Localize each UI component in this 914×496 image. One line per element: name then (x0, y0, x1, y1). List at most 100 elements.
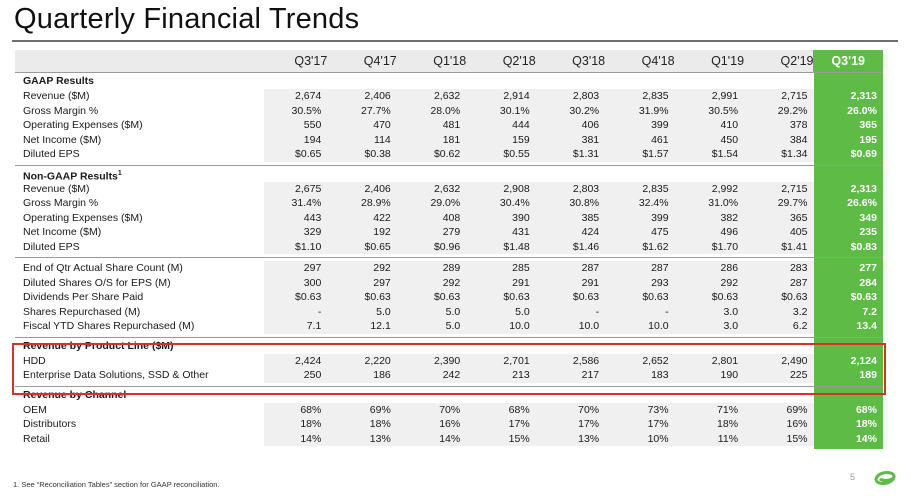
value-cell: 68% (257, 402, 328, 417)
value-cell: 289 (396, 261, 467, 276)
column-header: Q2'18 (502, 54, 536, 68)
value-cell: $1.70 (674, 239, 745, 254)
value-cell: 14% (396, 431, 467, 446)
value-cell: 287 (535, 261, 606, 276)
value-cell: 186 (327, 368, 397, 383)
row-label: Revenue ($M) (23, 182, 90, 195)
value-cell: 279 (396, 225, 467, 240)
value-cell: 283 (744, 261, 814, 276)
value-cell: 29.2% (744, 103, 814, 118)
row-label: Enterprise Data Solutions, SSD & Other (23, 369, 209, 381)
value-cell: $0.65 (257, 147, 328, 162)
value-cell: $0.63 (535, 290, 606, 305)
value-cell: 30.5% (257, 103, 328, 118)
value-cell: 329 (257, 225, 328, 240)
value-cell: 70% (396, 402, 467, 417)
value-cell: 12.1 (327, 319, 397, 334)
value-cell: 385 (535, 210, 606, 225)
value-cell: 410 (674, 118, 745, 133)
value-cell: 550 (257, 118, 328, 133)
section-heading-nongaap: Non-GAAP Results1 (15, 164, 883, 182)
value-cell: 475 (605, 225, 675, 240)
spacer-fill (15, 446, 814, 449)
column-header: Q4'17 (363, 54, 397, 68)
column-header: Q3'17 (294, 54, 328, 68)
value-cell: 10% (605, 431, 675, 446)
value-cell: $1.54 (674, 147, 745, 162)
table-row: Operating Expenses ($M) 550 470 481 444 406 39… (15, 118, 883, 133)
value-cell: 71% (674, 402, 745, 417)
spacer-fill (15, 334, 814, 337)
current-quarter-cell: 13.4 (813, 319, 883, 334)
value-cell: 30.8% (535, 196, 606, 211)
value-cell: 15% (466, 431, 536, 446)
value-cell: 29.0% (396, 196, 467, 211)
table-row: Net Income ($M) 194 114 181 159 381 461 450 384 1… (15, 132, 883, 147)
table-row: Shares Repurchased (M) -5.0 5.0 5.0- -3.0 3.2… (15, 304, 883, 319)
section-spacer (15, 333, 883, 337)
row-label: Diluted EPS (23, 240, 80, 253)
title-divider (12, 40, 898, 42)
row-label: Revenue ($M) (23, 90, 90, 102)
value-cell: 2,914 (466, 89, 536, 104)
table-row: Diluted EPS $0.65 $0.38 $0.62 $0.55 $1.31 $1.5… (15, 147, 883, 162)
column-header-current: Q3'19 (813, 50, 883, 72)
value-cell: 2,220 (327, 353, 397, 368)
current-quarter-cell: 2,313 (813, 89, 883, 104)
value-cell: 287 (605, 261, 675, 276)
value-cell: 399 (605, 210, 675, 225)
current-quarter-cell: 2,124 (813, 353, 883, 368)
current-quarter-cell: $0.69 (813, 147, 883, 162)
value-cell: 2,390 (396, 353, 467, 368)
value-cell: 18% (257, 417, 328, 432)
row-label: Distributors (23, 418, 77, 430)
value-cell: $0.63 (674, 290, 745, 305)
row-label: Diluted EPS (23, 148, 80, 160)
value-cell: 2,632 (396, 181, 467, 196)
value-cell: 2,632 (396, 89, 467, 104)
spacer-green-fill (813, 446, 883, 449)
value-cell: 10.0 (605, 319, 675, 334)
row-label: OEM (23, 403, 47, 416)
value-cell: 2,675 (257, 181, 328, 196)
column-header: Q1'18 (433, 54, 467, 68)
value-cell: 18% (327, 417, 397, 432)
value-cell: 405 (744, 225, 814, 240)
table-row: Gross Margin % 30.5% 27.7% 28.0% 30.1% 30.2% 3… (15, 103, 883, 118)
value-cell: 390 (466, 210, 536, 225)
section-spacer (15, 382, 883, 386)
current-quarter-cell: $0.63 (813, 290, 883, 305)
value-cell: 30.2% (535, 103, 606, 118)
column-header: Q3'18 (572, 54, 606, 68)
value-cell: 444 (466, 118, 536, 133)
value-cell: 496 (674, 225, 745, 240)
section-heading-label: Revenue by Product Line ($M) (23, 339, 174, 352)
financial-table: Q3'17 Q4'17 Q1'18 Q2'18 Q3'18 Q4'18 Q1'1… (15, 50, 883, 449)
value-cell: 190 (674, 368, 745, 383)
spacer-green-fill (813, 333, 883, 337)
section-heading-product: Revenue by Product Line ($M) (15, 336, 883, 354)
value-cell: 30.1% (466, 103, 536, 118)
value-cell: 365 (744, 210, 814, 225)
value-cell: $0.55 (466, 147, 536, 162)
footnote-marker: 1 (117, 169, 122, 177)
value-cell: 28.0% (396, 103, 467, 118)
current-quarter-cell: 26.0% (813, 103, 883, 118)
row-label: Operating Expenses ($M) (23, 211, 143, 224)
row-label: Dividends Per Share Paid (23, 291, 144, 303)
value-cell: 31.4% (257, 196, 328, 211)
value-cell: 69% (744, 402, 814, 417)
current-quarter-cell: 14% (813, 431, 883, 446)
footnote: 1. See “Reconciliation Tables” section f… (13, 480, 220, 489)
value-cell: 291 (535, 275, 606, 290)
value-cell: 2,701 (466, 353, 536, 368)
value-cell: $0.62 (396, 147, 467, 162)
value-cell: 292 (327, 261, 397, 276)
product-line-highlight-box (12, 343, 886, 395)
value-cell: 73% (605, 402, 675, 417)
value-cell: 461 (605, 132, 675, 147)
value-cell: $1.57 (605, 147, 675, 162)
value-cell: 30.5% (674, 103, 745, 118)
value-cell: 286 (674, 261, 745, 276)
value-cell: 5.0 (396, 304, 467, 319)
